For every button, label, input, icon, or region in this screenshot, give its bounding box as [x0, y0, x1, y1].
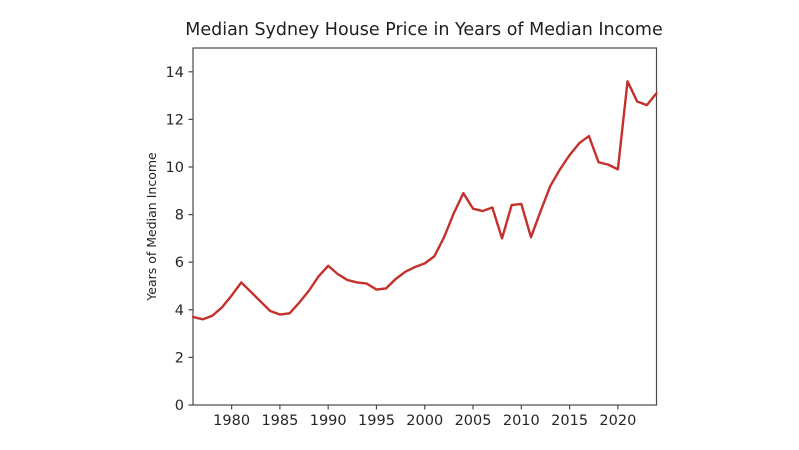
x-tick-label: 1985: [261, 413, 298, 429]
x-tick-label: 2015: [551, 413, 588, 429]
x-tick-label: 1995: [358, 413, 395, 429]
x-tick-label: 2000: [406, 413, 443, 429]
y-tick-label: 4: [175, 303, 184, 319]
x-tick-label: 2020: [599, 413, 636, 429]
chart-title: Median Sydney House Price in Years of Me…: [185, 20, 663, 40]
price-to-income-line: [191, 80, 658, 321]
x-tick-label: 2010: [503, 413, 540, 429]
y-tick-label: 0: [175, 398, 184, 414]
y-tick-label: 8: [175, 208, 184, 224]
y-tick-label: 14: [166, 65, 184, 81]
x-axis-ticks: 1980 1985 1990 1995 2000 2005 2010 2015 2020: [213, 405, 636, 429]
y-axis-ticks: 0 2 4 6 8 10 12 14: [166, 65, 193, 414]
y-tick-label: 6: [175, 255, 184, 271]
y-tick-label: 12: [166, 112, 184, 128]
x-tick-label: 1990: [310, 413, 347, 429]
y-axis-label: Years of Median Income: [144, 152, 159, 302]
x-tick-label: 2005: [455, 413, 492, 429]
y-tick-label: 10: [166, 160, 184, 176]
y-tick-label: 2: [175, 350, 184, 366]
x-tick-label: 1980: [213, 413, 250, 429]
plot-frame: [192, 47, 658, 406]
